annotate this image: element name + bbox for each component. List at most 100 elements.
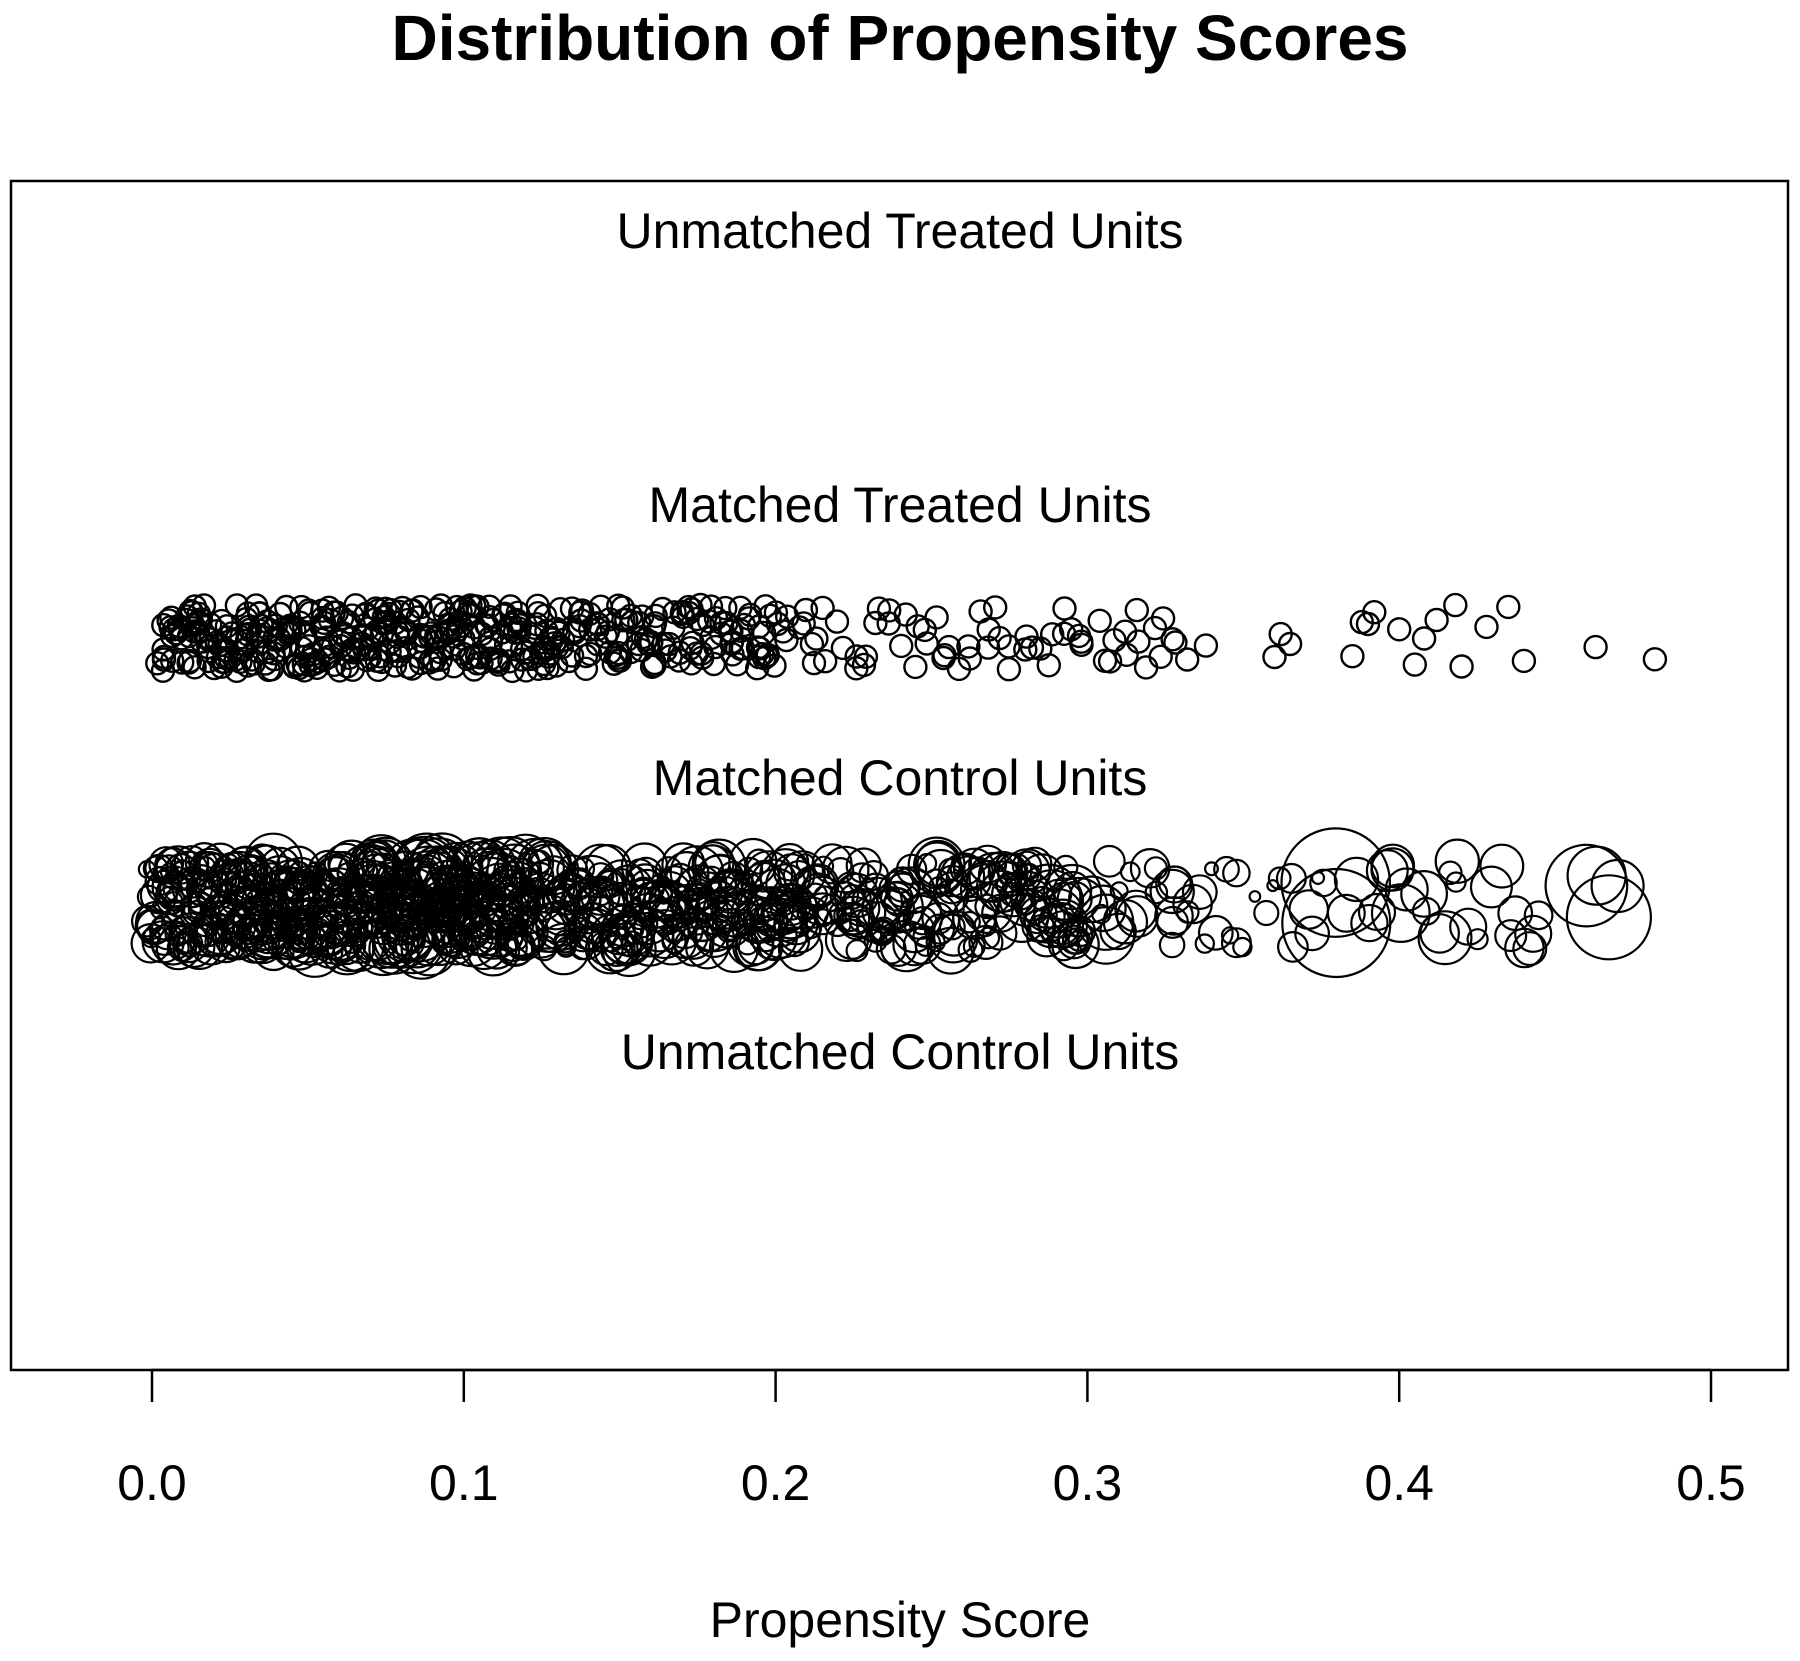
x-tick-label: 0.4 (1364, 1455, 1434, 1511)
matched-control-point (1057, 918, 1094, 955)
matched-treated-point (1124, 597, 1150, 623)
matched-treated-point (757, 603, 783, 628)
matched-treated-point (1424, 607, 1449, 633)
matched-treated-point (853, 644, 879, 669)
matched-control-point (800, 892, 844, 936)
matched-treated-point (713, 595, 738, 621)
matched-control-point (902, 926, 942, 965)
matched-treated-point (535, 655, 560, 681)
matched-control-point (654, 856, 683, 885)
matched-control-point (383, 913, 444, 975)
matched-treated-point (1036, 653, 1062, 678)
matched-treated-point (643, 603, 668, 629)
matched-treated-point (1277, 631, 1303, 657)
x-tick-label: 0.2 (741, 1455, 811, 1511)
matched-treated-point (983, 595, 1008, 620)
matched-control-point (1194, 933, 1216, 954)
matched-control-point (1253, 899, 1280, 927)
matched-treated-point (1014, 624, 1039, 649)
matched-control-point (1053, 854, 1079, 881)
matched-control-point (1176, 900, 1200, 924)
matched-control-point (1294, 915, 1330, 952)
matched-control-point (1417, 910, 1473, 966)
matched-treated-point (1087, 608, 1112, 633)
matched-treated-point (889, 633, 914, 659)
matched-control-point (974, 893, 1000, 920)
matched-treated-point (801, 650, 827, 676)
matched-treated-point (1126, 629, 1151, 654)
matched-control-point (705, 871, 753, 920)
matched-treated-point (1150, 606, 1176, 631)
matched-control-point (1565, 874, 1653, 961)
x-tick-label: 0.3 (1053, 1455, 1123, 1511)
matched-treated-point (701, 651, 726, 677)
matched-treated-point (573, 656, 599, 681)
matched-treated-point (844, 644, 869, 669)
matched-treated-point (863, 610, 888, 636)
matched-treated-point (1642, 647, 1668, 672)
matched-control-point (1384, 867, 1429, 912)
matched-control-point (973, 913, 998, 938)
matched-treated-point (956, 634, 981, 659)
matched-treated-point (987, 625, 1012, 651)
matched-treated-point (1362, 600, 1387, 625)
matched-treated-point (1262, 644, 1287, 670)
matched-control-point (1267, 866, 1292, 891)
matched-treated-point (1148, 644, 1173, 669)
matched-treated-point (1496, 594, 1521, 620)
matched-treated-point (340, 603, 365, 628)
matched-control-point (1149, 868, 1195, 915)
matched-treated-point (932, 643, 957, 668)
matched-treated-point (762, 653, 787, 678)
matched-treated-point (1092, 648, 1118, 673)
group-label-matched-control: Matched Control Units (653, 750, 1148, 806)
matched-control-point (800, 917, 823, 940)
matched-treated-point (703, 634, 728, 660)
matched-treated-point (1511, 648, 1537, 674)
matched-control-point (1333, 856, 1380, 903)
matched-control-point (1158, 931, 1186, 959)
matched-treated-point (296, 598, 321, 623)
matched-control-point (600, 934, 634, 967)
matched-treated-point (804, 626, 829, 651)
matched-treated-point (1052, 596, 1077, 621)
matched-control-point (982, 915, 1018, 951)
matched-control-point (826, 857, 855, 885)
matched-control-point (938, 913, 966, 941)
matched-treated-point (650, 596, 675, 622)
matched-treated-point (1411, 626, 1437, 651)
matched-control-point (585, 843, 632, 891)
matched-control-point (770, 842, 810, 882)
matched-treated-point (603, 643, 628, 668)
matched-control-point (1232, 936, 1253, 958)
matched-control-point (1280, 827, 1392, 938)
matched-treated-point (1069, 629, 1094, 654)
matched-treated-point (1193, 633, 1219, 658)
matched-treated-point (1133, 655, 1159, 680)
group-label-matched-treated: Matched Treated Units (648, 477, 1151, 533)
matched-control-point (1067, 875, 1116, 924)
matched-control-point (884, 866, 922, 903)
matched-control-point (1466, 928, 1489, 951)
matched-treated-point (1449, 654, 1474, 679)
matched-treated-point (1039, 622, 1065, 647)
matched-control-point (1350, 903, 1389, 943)
matched-control-point (865, 926, 883, 943)
matched-treated-point (556, 648, 582, 674)
matched-control-point (1326, 893, 1366, 933)
matched-control-point (1052, 870, 1093, 911)
matched-control-point (136, 884, 161, 909)
matched-treated-point (1174, 647, 1200, 672)
matched-control-point (1181, 874, 1218, 910)
matched-control-point (1479, 843, 1525, 889)
matched-treated-point (791, 611, 816, 636)
matched-control-point (691, 838, 747, 894)
matched-treated-point (830, 635, 856, 661)
matched-treated-point (486, 652, 511, 677)
matched-treated-point (627, 610, 652, 636)
group-label-unmatched-treated: Unmatched Treated Units (617, 203, 1184, 259)
matched-treated-points (145, 592, 1668, 684)
matched-control-point (1076, 906, 1136, 965)
